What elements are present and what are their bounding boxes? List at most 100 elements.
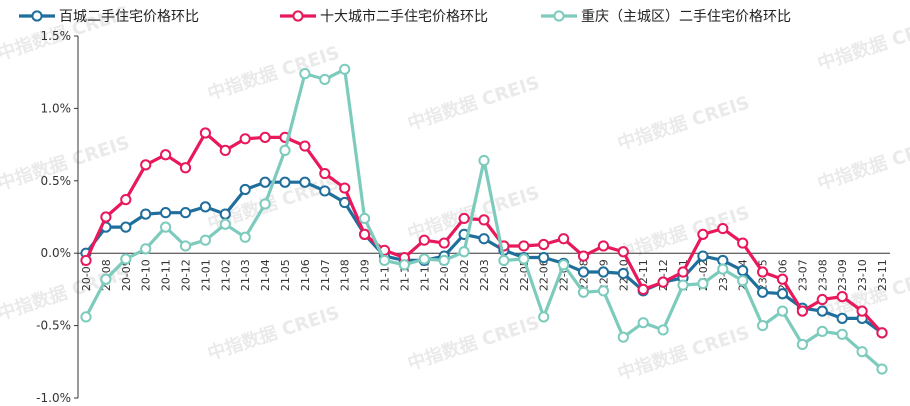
data-point-1: [299, 176, 311, 188]
data-point-3: [339, 63, 351, 75]
data-point-1: [577, 266, 590, 278]
data-point-1: [319, 185, 331, 197]
data-point-3: [558, 259, 570, 271]
data-point-2: [577, 250, 590, 262]
x-tick-label: 23-08: [816, 259, 829, 291]
data-point-3: [577, 286, 590, 298]
data-point-3: [259, 198, 271, 210]
watermark-text: 中指数据 CREIS: [615, 321, 752, 384]
data-point-3: [617, 331, 629, 343]
data-point-2: [796, 305, 809, 317]
y-tick-label: 1.0%: [41, 101, 72, 115]
data-point-2: [219, 144, 231, 156]
data-point-2: [418, 234, 430, 246]
data-point-1: [219, 208, 231, 220]
x-tick-label: 22-03: [478, 259, 491, 291]
data-point-2: [438, 237, 450, 249]
legend-marker-2: [292, 10, 304, 22]
data-point-2: [239, 133, 251, 145]
data-point-3: [776, 305, 789, 317]
y-tick-label: -0.5%: [36, 319, 71, 333]
data-point-2: [100, 211, 112, 223]
data-point-2: [836, 291, 848, 303]
legend-label-1: 百城二手住宅价格环比: [59, 9, 199, 25]
data-point-2: [737, 237, 749, 249]
data-point-2: [876, 327, 888, 339]
x-tick-label: 23-07: [796, 259, 809, 291]
data-point-1: [179, 207, 192, 219]
data-point-2: [558, 233, 570, 245]
x-tick-label: 21-03: [239, 259, 252, 291]
data-point-2: [856, 305, 868, 317]
data-point-2: [120, 194, 132, 206]
data-point-2: [816, 293, 828, 306]
data-point-2: [657, 276, 669, 288]
data-point-3: [538, 311, 550, 323]
data-point-2: [757, 266, 769, 278]
legend-marker-1: [31, 10, 43, 22]
data-point-1: [538, 251, 550, 264]
data-point-2: [458, 212, 470, 225]
legend-label-2: 十大城市二手住宅价格环比: [320, 8, 488, 25]
data-point-3: [836, 328, 848, 340]
data-point-1: [697, 250, 709, 262]
data-point-2: [160, 149, 172, 161]
data-point-1: [239, 183, 251, 196]
data-point-2: [339, 182, 351, 194]
x-tick-label: 22-04: [498, 259, 511, 291]
data-point-3: [239, 231, 251, 243]
x-tick-label: 21-02: [219, 259, 232, 291]
data-point-2: [617, 246, 629, 258]
data-point-3: [637, 317, 649, 329]
watermark-text: 中指数据 CREIS: [615, 91, 752, 154]
data-point-3: [418, 253, 430, 265]
x-tick-label: 20-07: [80, 259, 93, 291]
data-point-2: [359, 228, 371, 240]
x-tick-label: 21-07: [319, 259, 332, 291]
watermark-text: 中指数据 CREIS: [405, 71, 542, 134]
data-point-3: [458, 246, 470, 258]
x-tick-label: 23-10: [856, 259, 869, 291]
data-point-3: [398, 259, 410, 271]
data-point-2: [677, 266, 689, 278]
data-point-3: [199, 234, 211, 246]
x-tick-label: 21-06: [299, 259, 312, 291]
data-point-2: [538, 238, 550, 251]
x-axis: 20-0720-0820-0920-1020-1120-1221-0121-02…: [78, 252, 890, 291]
watermark-text: 中指数据 CREIS: [205, 41, 342, 104]
data-point-2: [140, 159, 152, 171]
x-tick-label: 21-01: [199, 259, 212, 291]
data-point-3: [100, 273, 112, 285]
data-point-1: [737, 264, 749, 277]
data-point-3: [179, 240, 192, 252]
y-tick-label: 1.5%: [41, 29, 72, 43]
legend: 百城二手住宅价格环比 十大城市二手住宅价格环比 重庆（主城区）二手住宅价格环比: [19, 8, 791, 25]
x-tick-label: 20-09: [120, 259, 133, 291]
x-tick-label: 21-05: [279, 259, 292, 291]
data-point-2: [299, 140, 311, 152]
x-tick-label: 20-10: [140, 259, 153, 291]
x-tick-label: 22-02: [458, 259, 471, 291]
x-tick-label: 22-06: [538, 259, 551, 291]
data-point-1: [160, 207, 172, 219]
x-tick-label: 22-01: [438, 259, 451, 291]
data-point-3: [697, 278, 709, 290]
data-point-1: [140, 208, 152, 220]
data-point-3: [518, 253, 530, 265]
data-point-2: [697, 228, 709, 240]
data-point-3: [120, 253, 132, 265]
data-point-2: [717, 222, 729, 235]
legend-label-3: 重庆（主城区）二手住宅价格环比: [581, 9, 791, 25]
data-point-3: [876, 363, 888, 375]
data-point-3: [498, 254, 510, 267]
data-point-1: [836, 312, 848, 324]
x-tick-label: 21-04: [259, 259, 272, 291]
series-layer: [80, 63, 888, 375]
x-tick-label: 20-12: [180, 259, 193, 291]
legend-marker-3: [553, 10, 565, 22]
data-point-1: [259, 176, 271, 188]
data-point-3: [140, 243, 152, 255]
data-point-1: [597, 266, 610, 278]
data-point-1: [816, 305, 828, 317]
data-point-2: [179, 162, 192, 174]
